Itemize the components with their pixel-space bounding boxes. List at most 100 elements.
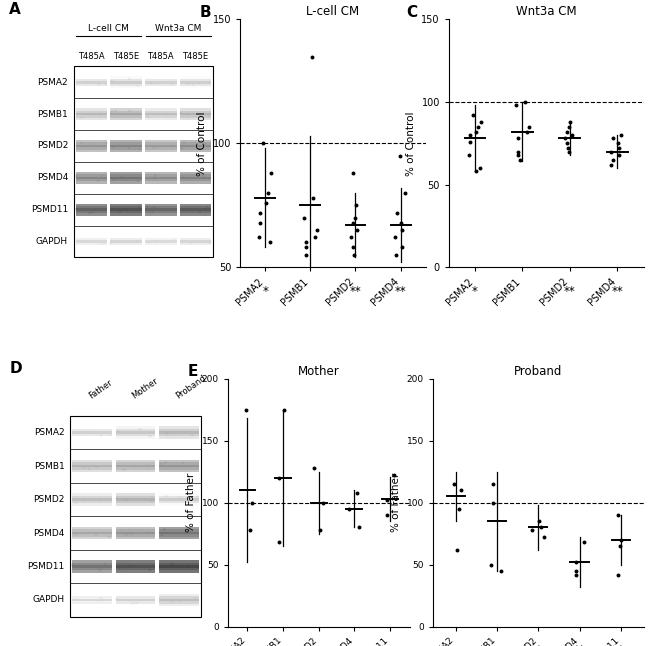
Ellipse shape bbox=[156, 146, 159, 148]
Bar bbox=[75, 235, 107, 238]
Bar bbox=[111, 147, 142, 150]
Point bbox=[298, 213, 309, 223]
Point bbox=[315, 525, 325, 535]
Point bbox=[612, 138, 623, 149]
Bar bbox=[116, 498, 155, 501]
Bar bbox=[72, 460, 112, 463]
Title: Proband: Proband bbox=[514, 364, 562, 378]
Point bbox=[397, 242, 408, 253]
Ellipse shape bbox=[75, 175, 77, 177]
Bar bbox=[75, 174, 107, 176]
Point bbox=[608, 133, 618, 143]
Text: *: * bbox=[536, 644, 541, 646]
Ellipse shape bbox=[128, 147, 131, 149]
Title: Wnt3a CM: Wnt3a CM bbox=[516, 5, 577, 18]
Ellipse shape bbox=[75, 208, 77, 209]
Bar bbox=[179, 76, 211, 79]
Bar bbox=[75, 243, 107, 245]
Ellipse shape bbox=[116, 430, 120, 432]
Bar bbox=[72, 432, 112, 434]
Bar bbox=[145, 81, 177, 83]
Ellipse shape bbox=[128, 78, 131, 80]
Ellipse shape bbox=[100, 244, 103, 245]
Bar bbox=[75, 206, 107, 209]
Text: GAPDH: GAPDH bbox=[32, 596, 65, 605]
Ellipse shape bbox=[190, 242, 192, 244]
Bar bbox=[179, 211, 211, 213]
Bar bbox=[116, 501, 155, 503]
Text: PSMD11: PSMD11 bbox=[27, 562, 65, 571]
Point bbox=[456, 485, 467, 495]
Ellipse shape bbox=[91, 211, 94, 213]
Y-axis label: % of Father: % of Father bbox=[186, 473, 196, 532]
Ellipse shape bbox=[164, 495, 168, 497]
Ellipse shape bbox=[98, 499, 101, 501]
Ellipse shape bbox=[153, 176, 156, 178]
Ellipse shape bbox=[160, 463, 163, 464]
Point bbox=[571, 569, 581, 579]
Bar bbox=[72, 604, 112, 607]
Bar bbox=[111, 116, 142, 118]
Point bbox=[274, 473, 285, 483]
Bar bbox=[145, 209, 177, 211]
Ellipse shape bbox=[115, 598, 118, 600]
Bar bbox=[179, 147, 211, 150]
Point bbox=[616, 130, 627, 140]
Ellipse shape bbox=[118, 567, 122, 568]
Point bbox=[348, 249, 359, 260]
Ellipse shape bbox=[187, 566, 190, 568]
Bar bbox=[72, 594, 112, 596]
Bar bbox=[145, 172, 177, 174]
Bar bbox=[116, 560, 155, 563]
Bar bbox=[145, 140, 177, 142]
Point bbox=[488, 479, 498, 489]
Point bbox=[616, 535, 627, 545]
Bar bbox=[145, 182, 177, 184]
Bar bbox=[111, 179, 142, 182]
Point bbox=[452, 545, 462, 555]
Ellipse shape bbox=[105, 142, 108, 144]
Bar bbox=[75, 116, 107, 118]
Point bbox=[473, 121, 484, 132]
Text: Mother: Mother bbox=[131, 376, 160, 401]
Ellipse shape bbox=[181, 147, 183, 149]
Point bbox=[522, 127, 532, 137]
Bar bbox=[179, 172, 211, 174]
Text: PSMD2: PSMD2 bbox=[33, 495, 65, 504]
Bar bbox=[72, 601, 112, 604]
Bar bbox=[179, 176, 211, 179]
Bar bbox=[145, 213, 177, 216]
Bar bbox=[179, 179, 211, 182]
Bar bbox=[145, 211, 177, 213]
Bar bbox=[145, 113, 177, 116]
Point bbox=[399, 188, 410, 198]
Ellipse shape bbox=[179, 112, 182, 114]
Ellipse shape bbox=[125, 534, 128, 536]
Bar bbox=[159, 563, 199, 565]
Point bbox=[565, 117, 575, 127]
Bar bbox=[116, 470, 155, 472]
Bar bbox=[75, 172, 107, 174]
Ellipse shape bbox=[75, 501, 77, 503]
Point bbox=[578, 537, 589, 548]
Bar bbox=[159, 601, 199, 604]
Bar bbox=[145, 179, 177, 182]
Bar bbox=[179, 238, 211, 240]
Point bbox=[524, 121, 534, 132]
Point bbox=[476, 117, 487, 127]
Ellipse shape bbox=[163, 528, 166, 530]
Bar bbox=[179, 174, 211, 176]
Point bbox=[513, 133, 523, 143]
Bar bbox=[116, 526, 155, 529]
Point bbox=[254, 233, 265, 243]
Bar bbox=[75, 76, 107, 79]
Bar bbox=[159, 468, 199, 470]
Bar bbox=[75, 213, 107, 216]
Bar bbox=[75, 108, 107, 110]
Ellipse shape bbox=[166, 433, 169, 435]
Point bbox=[465, 136, 475, 147]
Ellipse shape bbox=[100, 175, 103, 177]
Ellipse shape bbox=[103, 242, 105, 244]
Point bbox=[348, 242, 358, 253]
Bar bbox=[159, 568, 199, 570]
